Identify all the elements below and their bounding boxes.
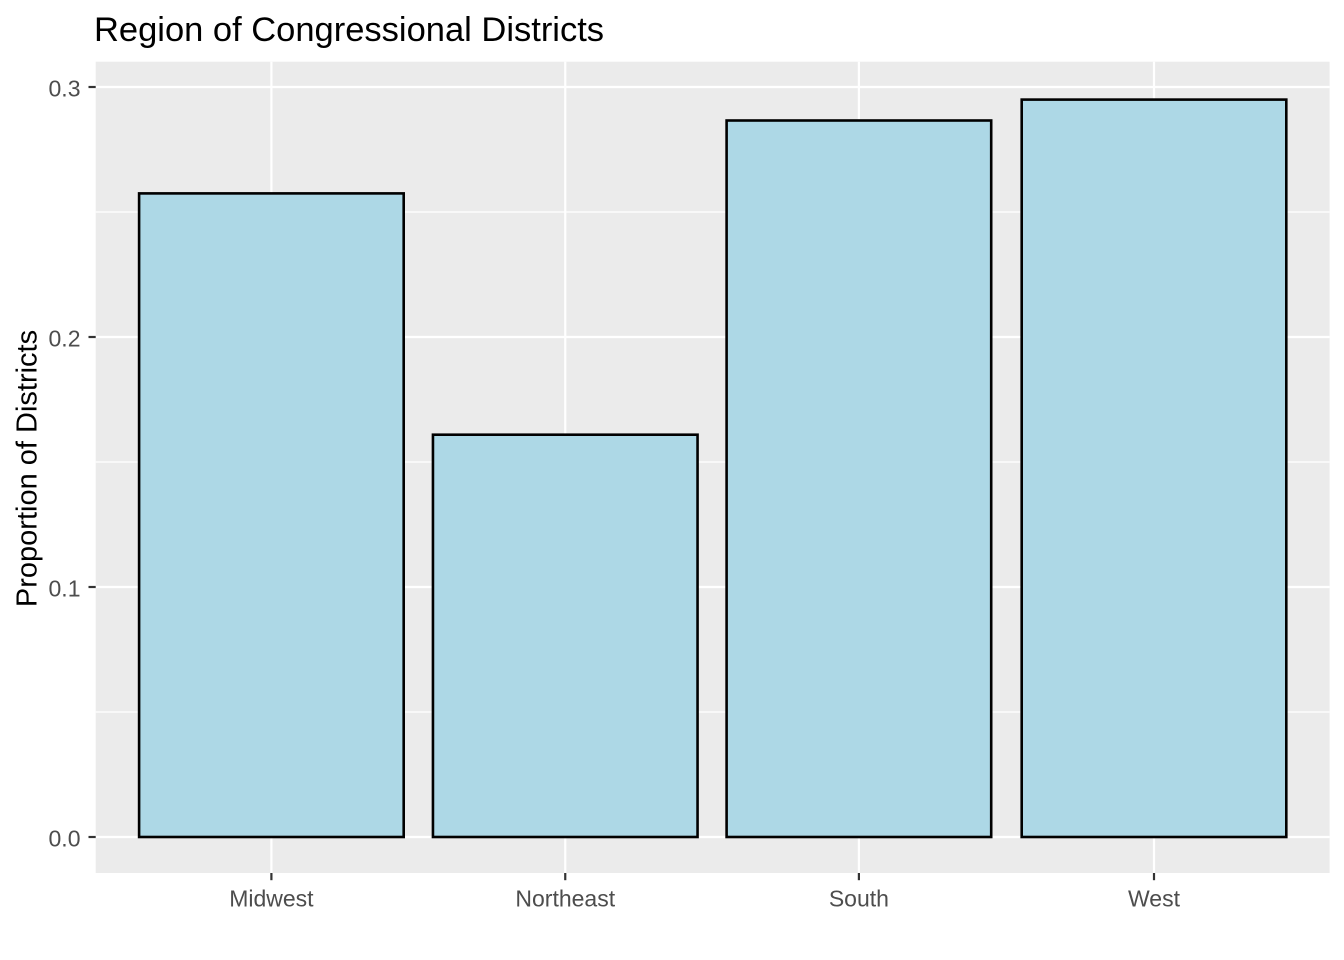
svg-text:Region of Congressional Distri: Region of Congressional Districts <box>94 11 604 49</box>
svg-text:West: West <box>1128 885 1181 911</box>
svg-text:South: South <box>829 885 889 911</box>
svg-text:0.1: 0.1 <box>49 576 81 602</box>
svg-text:Northeast: Northeast <box>515 885 615 911</box>
svg-text:Midwest: Midwest <box>229 885 314 911</box>
svg-text:0.0: 0.0 <box>49 826 81 852</box>
svg-text:Proportion of Districts: Proportion of Districts <box>12 330 44 607</box>
svg-text:0.2: 0.2 <box>49 326 81 352</box>
svg-text:0.3: 0.3 <box>49 76 81 102</box>
